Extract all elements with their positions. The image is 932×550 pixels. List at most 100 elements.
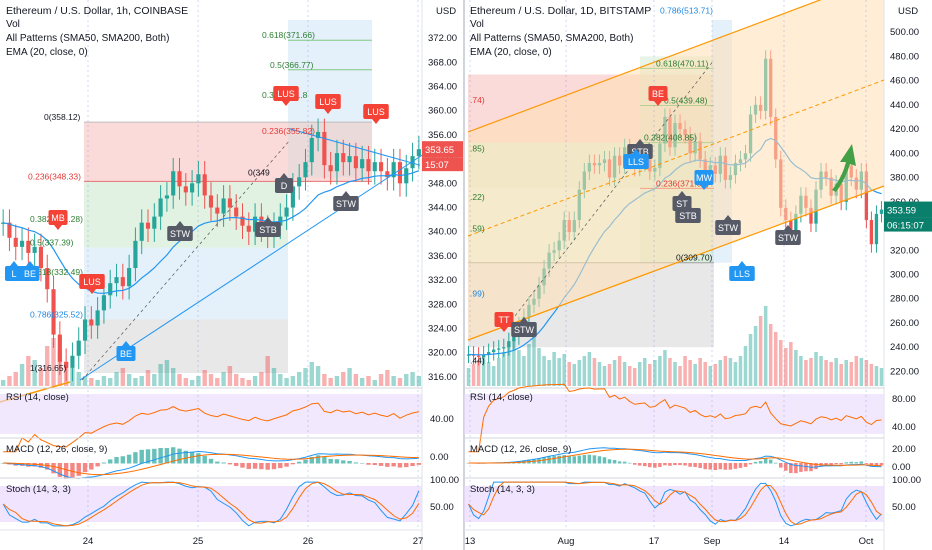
left-candle[interactable]	[19, 240, 25, 247]
left-candle[interactable]	[164, 195, 169, 199]
right-chart-panel[interactable]: 500.00 480.00 460.00 440.00 420.00 400.00 380.…	[464, 0, 932, 550]
left-candle[interactable]	[38, 246, 44, 269]
left-candle[interactable]	[221, 198, 226, 214]
right-pattern-tag-tt[interactable]: TT	[494, 312, 514, 332]
left-candle[interactable]	[152, 216, 157, 229]
left-candle[interactable]	[26, 240, 31, 253]
right-pattern-tag-lls[interactable]: LLS	[623, 149, 649, 169]
left-candle[interactable]	[127, 268, 132, 287]
left-pattern-tag-lus[interactable]: LUS	[79, 274, 105, 294]
right-pattern-tag-lls[interactable]: LLS	[729, 261, 755, 281]
right-candle[interactable]	[879, 209, 884, 214]
left-candle[interactable]	[139, 222, 144, 241]
left-candle[interactable]	[114, 277, 119, 284]
left-candle[interactable]	[145, 222, 151, 229]
left-candle[interactable]	[322, 131, 327, 166]
right-candle[interactable]	[512, 336, 516, 342]
right-pattern-tag-stb[interactable]: STB	[675, 203, 701, 223]
left-pattern-tag-lus[interactable]: LUS	[315, 94, 341, 114]
left-candle[interactable]	[290, 186, 295, 208]
left-candle[interactable]	[7, 222, 12, 238]
left-candle[interactable]	[303, 162, 308, 178]
left-candle[interactable]	[391, 162, 396, 178]
left-candle[interactable]	[177, 171, 182, 187]
right-candle[interactable]	[789, 219, 793, 233]
right-candle[interactable]	[809, 207, 813, 224]
left-candle[interactable]	[416, 149, 421, 157]
left-candle[interactable]	[57, 334, 62, 362]
left-candle[interactable]	[334, 153, 340, 172]
panel-separator[interactable]	[463, 0, 465, 550]
left-candle[interactable]	[202, 174, 207, 196]
left-candle[interactable]	[385, 171, 390, 178]
left-candle[interactable]	[183, 186, 188, 193]
left-candle[interactable]	[378, 162, 384, 172]
left-candle[interactable]	[101, 295, 107, 311]
left-candle[interactable]	[158, 198, 163, 217]
right-pattern-tag-mw[interactable]: MW	[694, 170, 714, 190]
left-candle[interactable]	[196, 174, 201, 184]
left-candle[interactable]	[410, 156, 415, 169]
left-candle[interactable]	[227, 198, 232, 208]
left-candle[interactable]	[108, 283, 113, 296]
right-chart-canvas[interactable]: 500.00 480.00 460.00 440.00 420.00 400.00 380.…	[464, 0, 932, 550]
left-candle[interactable]	[133, 240, 138, 269]
right-pattern-tag-stw[interactable]: STW	[715, 215, 741, 235]
left-pattern-tag-d[interactable]: D	[275, 173, 293, 193]
left-candle[interactable]	[215, 207, 220, 214]
left-candle[interactable]	[341, 153, 346, 163]
left-candle[interactable]	[328, 165, 333, 172]
left-candle[interactable]	[315, 131, 321, 138]
left-candle[interactable]	[64, 361, 69, 368]
left-candle[interactable]	[190, 183, 195, 193]
right-candle[interactable]	[487, 352, 491, 355]
left-candle[interactable]	[95, 310, 100, 326]
right-candle[interactable]	[497, 348, 501, 350]
right-candle[interactable]	[864, 171, 869, 220]
right-pattern-tag-stw[interactable]: STW	[775, 225, 801, 245]
right-candle[interactable]	[502, 347, 506, 349]
left-chart-canvas[interactable]: 372.00368.00364.00360.00356.00352.00348.…	[0, 0, 464, 550]
left-candle[interactable]	[171, 171, 176, 196]
left-pattern-tag-be[interactable]: BE	[116, 341, 136, 361]
left-candle[interactable]	[89, 319, 94, 326]
left-candle[interactable]	[51, 289, 56, 335]
right-candle[interactable]	[794, 213, 798, 233]
left-candle[interactable]	[372, 162, 377, 172]
right-pattern-tag-stw[interactable]: STW	[511, 317, 537, 337]
left-pattern-tag-stw[interactable]: STW	[167, 221, 193, 241]
left-pattern-tag-stb[interactable]: STB	[255, 217, 281, 237]
left-candle[interactable]	[32, 246, 37, 253]
left-pattern-tag-mb[interactable]: MB	[48, 210, 68, 230]
left-candle[interactable]	[347, 156, 352, 163]
left-candle[interactable]	[240, 216, 245, 226]
left-candle[interactable]	[404, 168, 409, 184]
left-candle[interactable]	[309, 137, 314, 163]
left-candle[interactable]	[397, 162, 403, 184]
left-pattern-tag-be[interactable]: BE	[20, 261, 40, 281]
left-pattern-tag-stw[interactable]: STW	[333, 191, 359, 211]
left-candle[interactable]	[253, 216, 258, 232]
left-pattern-tag-l[interactable]: L	[5, 261, 23, 281]
right-candle[interactable]	[507, 341, 511, 348]
left-candle[interactable]	[353, 156, 358, 169]
right-pattern-tag-be[interactable]: BE	[648, 86, 668, 106]
left-candle[interactable]	[297, 177, 302, 187]
left-candle[interactable]	[284, 207, 289, 217]
left-candle[interactable]	[120, 277, 125, 287]
left-candle[interactable]	[208, 195, 214, 208]
left-candle[interactable]	[70, 355, 75, 368]
left-candle[interactable]	[82, 319, 88, 341]
left-candle[interactable]	[246, 225, 251, 232]
left-candle[interactable]	[76, 340, 81, 356]
left-candle[interactable]	[234, 207, 239, 217]
right-candle[interactable]	[481, 354, 486, 357]
right-candle[interactable]	[874, 213, 879, 245]
left-pattern-tag-lus[interactable]: LUS	[363, 104, 389, 124]
left-candle[interactable]	[13, 237, 18, 247]
right-candle[interactable]	[476, 355, 481, 357]
left-candle[interactable]	[366, 159, 371, 172]
left-candle[interactable]	[360, 159, 365, 169]
left-candle[interactable]	[45, 268, 50, 290]
right-candle[interactable]	[492, 349, 496, 353]
